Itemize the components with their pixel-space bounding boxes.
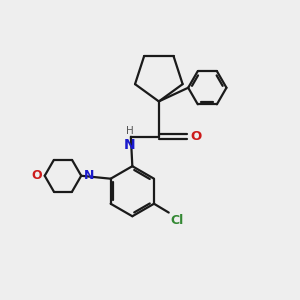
Text: O: O [32,169,42,182]
Text: Cl: Cl [170,214,184,227]
Text: H: H [125,126,133,136]
Text: N: N [124,138,135,152]
Text: N: N [84,169,94,182]
Text: O: O [190,130,202,143]
